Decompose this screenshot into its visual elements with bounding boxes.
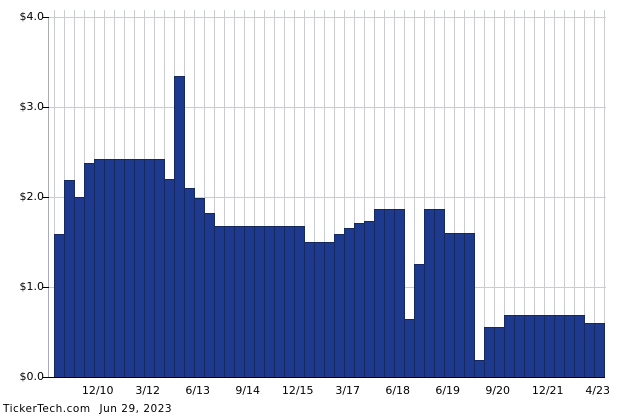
x-gridline bbox=[264, 10, 265, 377]
x-gridline bbox=[364, 10, 365, 377]
x-axis-line bbox=[43, 377, 605, 378]
x-gridline bbox=[594, 10, 595, 377]
chart-footer: TickerTech.com Jun 29, 2023 bbox=[3, 403, 172, 415]
y-gridline bbox=[49, 107, 606, 108]
x-gridline bbox=[224, 10, 225, 377]
x-axis-label: 12/10 bbox=[81, 384, 114, 397]
y-axis-tick bbox=[43, 377, 49, 378]
x-gridline bbox=[564, 10, 565, 377]
x-axis-label: 3/17 bbox=[335, 384, 361, 397]
y-axis-tick bbox=[43, 287, 49, 288]
x-axis-label: 12/21 bbox=[531, 384, 564, 397]
x-gridline bbox=[284, 10, 285, 377]
x-gridline bbox=[384, 10, 385, 377]
y-axis-tick bbox=[43, 107, 49, 108]
x-gridline bbox=[484, 10, 485, 377]
x-axis-label: 3/12 bbox=[135, 384, 161, 397]
date-text: Jun 29, 2023 bbox=[99, 403, 173, 415]
x-axis-label: 6/13 bbox=[185, 384, 211, 397]
y-axis-label: $2.0 bbox=[19, 190, 45, 203]
x-gridline bbox=[54, 10, 55, 377]
x-gridline bbox=[204, 10, 205, 377]
x-gridline bbox=[294, 10, 295, 377]
x-gridline bbox=[574, 10, 575, 377]
x-gridline bbox=[354, 10, 355, 377]
y-gridline bbox=[49, 197, 606, 198]
x-gridline bbox=[524, 10, 525, 377]
x-gridline bbox=[254, 10, 255, 377]
x-axis-label: 6/18 bbox=[385, 384, 411, 397]
y-axis-tick bbox=[43, 17, 49, 18]
x-gridline bbox=[544, 10, 545, 377]
x-gridline bbox=[444, 10, 445, 377]
x-axis-label: 4/23 bbox=[585, 384, 611, 397]
x-gridline bbox=[584, 10, 585, 377]
plot-area bbox=[48, 10, 606, 377]
y-axis-label: $1.0 bbox=[19, 280, 45, 293]
x-gridline bbox=[424, 10, 425, 377]
x-gridline bbox=[464, 10, 465, 377]
x-gridline bbox=[304, 10, 305, 377]
x-gridline bbox=[504, 10, 505, 377]
y-axis-tick bbox=[43, 197, 49, 198]
x-gridline bbox=[344, 10, 345, 377]
x-gridline bbox=[394, 10, 395, 377]
x-gridline bbox=[474, 10, 475, 377]
x-gridline bbox=[414, 10, 415, 377]
x-gridline bbox=[604, 10, 605, 377]
x-axis-label: 9/20 bbox=[485, 384, 511, 397]
x-gridline bbox=[374, 10, 375, 377]
y-gridline bbox=[49, 17, 606, 18]
x-gridline bbox=[454, 10, 455, 377]
x-gridline bbox=[554, 10, 555, 377]
x-gridline bbox=[514, 10, 515, 377]
x-gridline bbox=[534, 10, 535, 377]
x-axis-label: 9/14 bbox=[235, 384, 261, 397]
x-gridline bbox=[274, 10, 275, 377]
x-gridline bbox=[234, 10, 235, 377]
x-gridline bbox=[434, 10, 435, 377]
x-gridline bbox=[324, 10, 325, 377]
brand-text: TickerTech.com bbox=[3, 403, 91, 415]
dividend-bar bbox=[594, 323, 605, 377]
dividend-bar bbox=[464, 233, 475, 377]
x-gridline bbox=[334, 10, 335, 377]
x-gridline bbox=[214, 10, 215, 377]
y-axis-label: $4.0 bbox=[19, 10, 45, 23]
x-gridline bbox=[244, 10, 245, 377]
x-axis-label: 12/15 bbox=[281, 384, 314, 397]
x-axis-label: 6/19 bbox=[435, 384, 461, 397]
dividend-bar bbox=[394, 209, 405, 377]
y-axis-label: $3.0 bbox=[19, 100, 45, 113]
x-gridline bbox=[314, 10, 315, 377]
y-axis-label: $0.0 bbox=[19, 370, 45, 383]
x-gridline bbox=[494, 10, 495, 377]
x-gridline bbox=[404, 10, 405, 377]
